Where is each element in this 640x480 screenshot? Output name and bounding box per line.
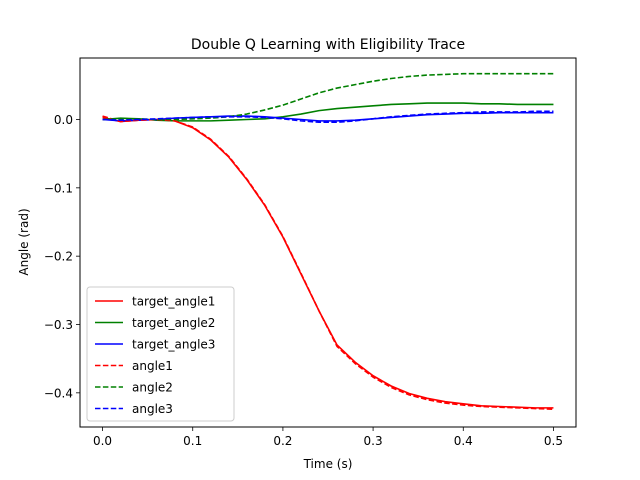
legend-label-angle1: angle1 (132, 359, 173, 373)
legend-label-angle3: angle3 (132, 402, 173, 416)
x-tick-label: 0.1 (183, 434, 202, 448)
chart-title: Double Q Learning with Eligibility Trace (191, 37, 465, 53)
y-axis: 0.0 −0.1 −0.2 −0.3 −0.4 (44, 113, 80, 400)
legend-box (86, 286, 235, 422)
legend-label-angle2: angle2 (132, 381, 173, 395)
y-tick-label: −0.1 (44, 181, 73, 195)
y-tick-label: 0.0 (54, 113, 73, 127)
y-tick-label: −0.4 (44, 386, 73, 400)
y-axis-label: Angle (rad) (17, 208, 31, 275)
x-tick-label: 0.3 (364, 434, 383, 448)
legend: target_angle1 target_angle2 target_angle3a… (86, 286, 235, 422)
y-tick-label: −0.2 (44, 250, 73, 264)
series-line-target-angle2 (102, 102, 554, 122)
series-line-angle2 (102, 72, 554, 121)
legend-label-target-angle1: target_angle1 (132, 295, 215, 309)
x-tick-label: 0.2 (273, 434, 292, 448)
y-tick-label: −0.3 (44, 318, 73, 332)
x-tick-label: 0.0 (93, 434, 112, 448)
x-axis: 0.0 0.1 0.2 0.3 0.4 0.5 (93, 427, 563, 448)
legend-label-target-angle3: target_angle3 (132, 338, 215, 352)
series-line-angle3 (102, 110, 554, 124)
series-line-angle1 (102, 115, 554, 411)
x-tick-label: 0.5 (544, 434, 563, 448)
series-layer (102, 72, 554, 411)
x-axis-label: Time (s) (303, 457, 353, 471)
plot-frame (79, 57, 577, 428)
x-tick-label: 0.4 (454, 434, 473, 448)
legend-label-target-angle2: target_angle2 (132, 316, 215, 330)
